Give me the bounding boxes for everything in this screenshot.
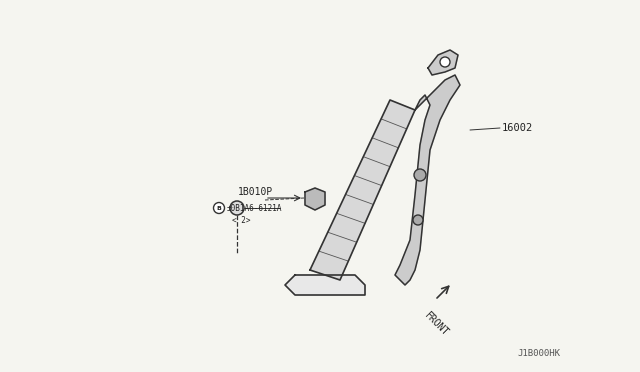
Circle shape bbox=[440, 57, 450, 67]
Circle shape bbox=[230, 201, 244, 215]
Polygon shape bbox=[285, 275, 365, 295]
Text: ±0B1A6-6121A: ±0B1A6-6121A bbox=[227, 203, 282, 212]
Text: FRONT: FRONT bbox=[422, 310, 450, 338]
Polygon shape bbox=[395, 75, 460, 285]
Polygon shape bbox=[310, 100, 415, 280]
Text: J1B000HK: J1B000HK bbox=[517, 349, 560, 358]
Text: 1B010P: 1B010P bbox=[238, 187, 273, 197]
Polygon shape bbox=[428, 50, 458, 75]
Text: 16002: 16002 bbox=[502, 123, 533, 133]
Circle shape bbox=[413, 215, 423, 225]
Circle shape bbox=[214, 202, 225, 214]
Text: B: B bbox=[216, 205, 221, 211]
Circle shape bbox=[414, 169, 426, 181]
Polygon shape bbox=[305, 188, 325, 210]
Text: < 2>: < 2> bbox=[232, 215, 250, 224]
